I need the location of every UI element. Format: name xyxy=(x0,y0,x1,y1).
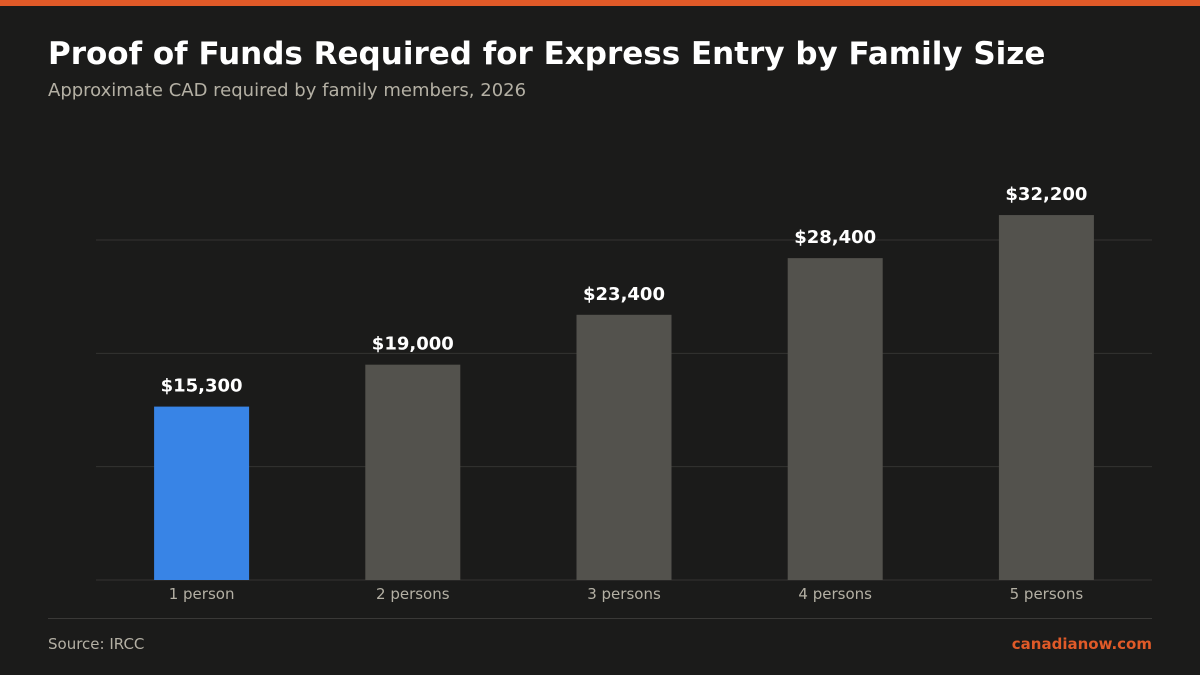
accent-top-bar xyxy=(0,0,1200,6)
x-tick-label: 2 persons xyxy=(376,585,450,603)
chart-title: Proof of Funds Required for Express Entr… xyxy=(48,36,1046,72)
value-label: $23,400 xyxy=(583,284,665,305)
value-label: $32,200 xyxy=(1005,184,1087,205)
brand-link[interactable]: canadianow.com xyxy=(1011,635,1152,653)
value-label: $19,000 xyxy=(372,334,454,355)
bar-3 xyxy=(576,314,672,580)
bar-5 xyxy=(998,215,1094,581)
x-tick-label: 5 persons xyxy=(1010,585,1084,603)
bar-1 xyxy=(154,406,250,580)
value-label: $28,400 xyxy=(794,227,876,248)
x-tick-label: 4 persons xyxy=(798,585,872,603)
x-tick-label: 1 person xyxy=(169,585,235,603)
bar-2 xyxy=(365,364,461,580)
bar-4 xyxy=(787,258,883,580)
x-tick-label: 3 persons xyxy=(587,585,661,603)
footer-divider xyxy=(48,618,1152,619)
chart-subtitle: Approximate CAD required by family membe… xyxy=(48,80,527,101)
value-label: $15,300 xyxy=(161,376,243,397)
source-note: Source: IRCC xyxy=(48,635,145,653)
